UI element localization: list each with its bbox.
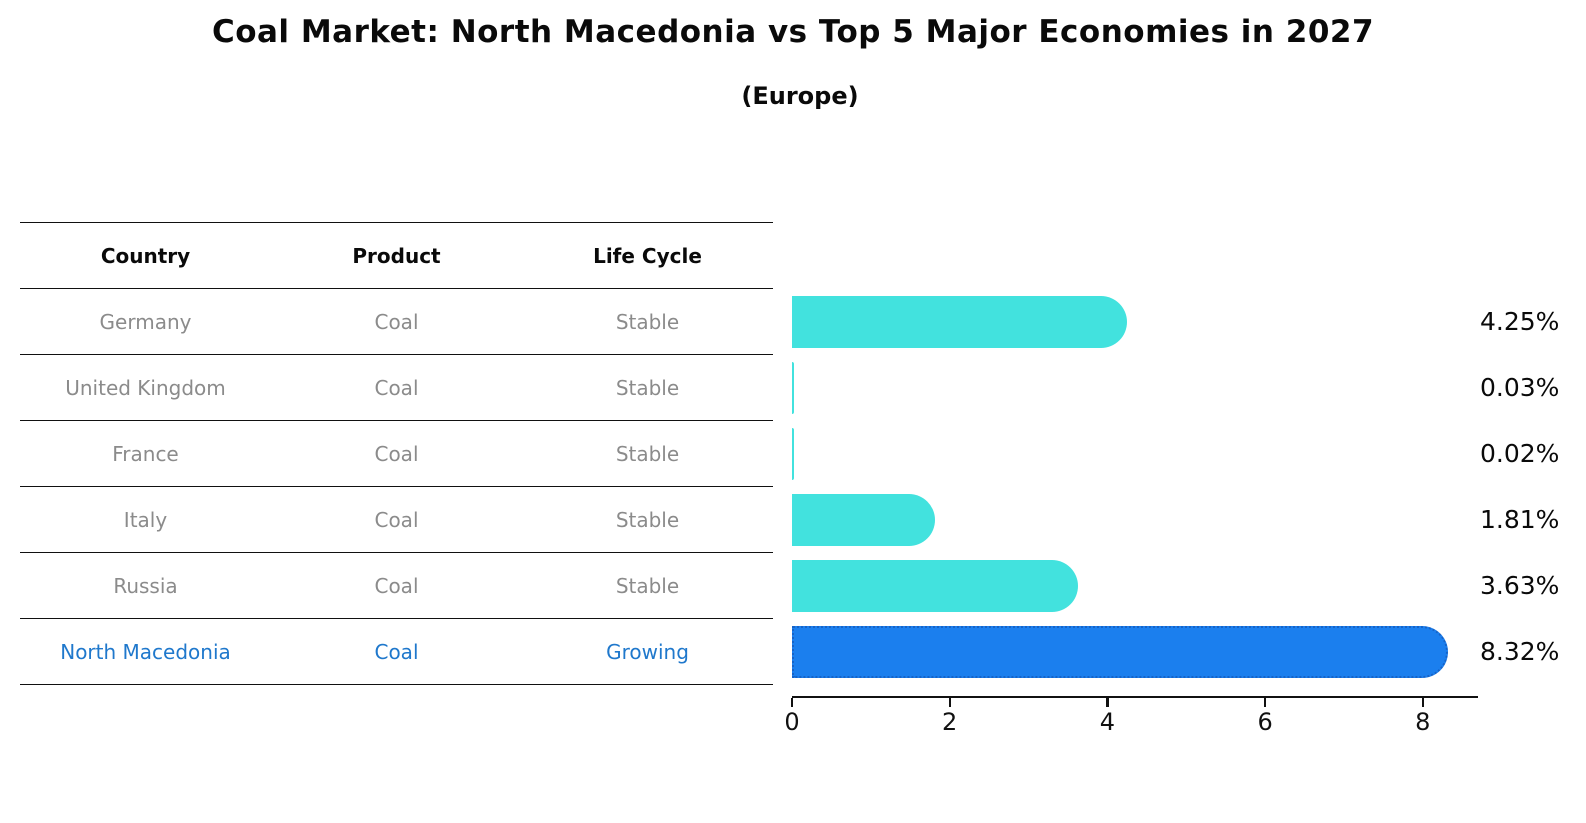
tick-label: 8 xyxy=(1415,708,1431,736)
x-axis-line xyxy=(792,696,1478,699)
bar-row-north-macedonia xyxy=(792,619,1478,685)
tick-mark xyxy=(1106,698,1109,707)
value-label-north-macedonia: 8.32% xyxy=(1480,637,1560,666)
cell-life-cycle: Stable xyxy=(615,573,680,598)
table-row-russia: Russia Coal Stable xyxy=(20,553,773,619)
bar-row-united-kingdom xyxy=(792,355,1478,421)
page-title: Coal Market: North Macedonia vs Top 5 Ma… xyxy=(211,14,1375,50)
cell-product: Coal xyxy=(374,639,419,664)
cell-country: Germany xyxy=(99,309,192,334)
cell-country: Italy xyxy=(123,507,168,532)
x-axis: 0 2 4 6 8 xyxy=(784,696,1478,741)
bar-united-kingdom xyxy=(792,362,795,414)
cell-country: Russia xyxy=(113,573,178,598)
tick-mark xyxy=(1421,698,1424,707)
cell-product: Coal xyxy=(374,573,419,598)
bar-italy xyxy=(792,494,935,546)
cell-country: North Macedonia xyxy=(60,639,231,664)
cell-life-cycle: Stable xyxy=(615,441,680,466)
bar-chart xyxy=(792,289,1478,685)
cell-product: Coal xyxy=(374,441,419,466)
page-subtitle: (Europe) xyxy=(741,82,859,110)
bar-north-macedonia xyxy=(792,626,1449,678)
tick-label: 4 xyxy=(1099,708,1116,736)
tick-label: 6 xyxy=(1257,708,1273,736)
header-cell-product: Product xyxy=(352,243,441,268)
bar-france xyxy=(792,428,794,480)
cell-life-cycle: Stable xyxy=(615,507,680,532)
tick-mark xyxy=(1264,698,1267,707)
comparison-table: Country Product Life Cycle Germany Coal … xyxy=(20,222,773,685)
cell-product: Coal xyxy=(374,507,419,532)
cell-country: France xyxy=(112,441,179,466)
bar-germany xyxy=(792,296,1128,348)
value-label-italy: 1.81% xyxy=(1480,505,1560,534)
table-row-germany: Germany Coal Stable xyxy=(20,289,773,355)
cell-life-cycle: Growing xyxy=(606,639,689,664)
bar-row-russia xyxy=(792,553,1478,619)
bar-row-france xyxy=(792,421,1478,487)
tick-label: 2 xyxy=(942,708,958,736)
table-row-france: France Coal Stable xyxy=(20,421,773,487)
bar-russia xyxy=(792,560,1079,612)
header-cell-country: Country xyxy=(100,243,191,268)
value-label-france: 0.02% xyxy=(1480,439,1560,468)
value-label-column: 4.25% 0.03% 0.02% 1.81% 3.63% 8.32% xyxy=(1480,289,1586,685)
value-label-russia: 3.63% xyxy=(1480,571,1560,600)
value-label-germany: 4.25% xyxy=(1480,307,1560,336)
cell-product: Coal xyxy=(374,309,419,334)
cell-life-cycle: Stable xyxy=(615,375,680,400)
table-row-north-macedonia: North Macedonia Coal Growing xyxy=(20,619,773,685)
value-label-united-kingdom: 0.03% xyxy=(1480,373,1560,402)
bar-row-italy xyxy=(792,487,1478,553)
table-row-united-kingdom: United Kingdom Coal Stable xyxy=(20,355,773,421)
table-header-row: Country Product Life Cycle xyxy=(20,223,773,289)
cell-product: Coal xyxy=(374,375,419,400)
tick-label: 0 xyxy=(784,708,800,736)
cell-life-cycle: Stable xyxy=(615,309,680,334)
cell-country: United Kingdom xyxy=(65,375,226,400)
tick-mark xyxy=(791,698,794,707)
table-row-italy: Italy Coal Stable xyxy=(20,487,773,553)
bar-row-germany xyxy=(792,289,1478,355)
header-cell-life-cycle: Life Cycle xyxy=(593,243,702,268)
tick-mark xyxy=(948,698,951,707)
